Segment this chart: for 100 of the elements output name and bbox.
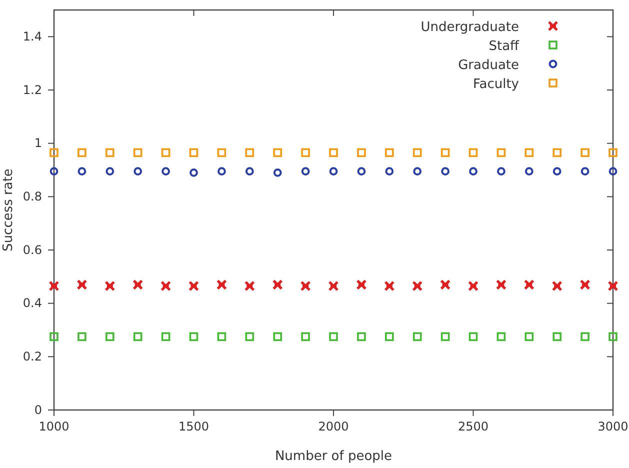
x-tick-label: 2500 [458,420,489,434]
point [218,167,226,176]
point [468,148,478,158]
point [50,332,58,342]
point [106,167,114,176]
point [161,332,170,342]
point [162,167,170,176]
y-tick-label: 0.4 [22,296,42,310]
point [217,148,226,158]
point [413,167,422,176]
y-tick-label: 0 [34,402,42,417]
point [104,280,116,292]
point [441,167,450,176]
point [244,280,255,292]
point [384,280,395,292]
point [468,332,478,342]
point [273,332,282,342]
point [357,332,366,342]
point [329,167,338,176]
point [468,280,479,292]
point [301,167,310,176]
point [329,148,338,158]
point [78,167,86,176]
x-tick-label: 1000 [38,420,70,434]
point [608,332,618,342]
point [217,332,226,342]
point [78,148,86,158]
y-tick-label: 0.2 [22,350,42,364]
x-tick-label: 2000 [318,420,349,434]
point [580,279,590,290]
point [412,148,422,158]
point [469,167,478,176]
point [133,332,142,342]
legend-label: Graduate [458,58,519,73]
point [133,148,142,158]
point [385,332,394,342]
point [552,167,562,176]
legend-label: Faculty [472,77,520,92]
point [385,167,394,176]
point [608,167,618,176]
point [552,280,562,292]
point [189,148,198,158]
point [134,167,142,176]
point [440,332,450,342]
point [385,148,394,158]
point [272,279,283,290]
point [160,280,172,292]
point [328,280,339,292]
point [524,167,534,176]
point [412,280,423,292]
point [106,148,114,158]
x-axis-title: Number of people [274,449,392,464]
point [216,279,227,290]
point [78,332,86,342]
point [580,148,590,158]
y-tick-label: 0.8 [22,190,42,204]
point [301,148,310,158]
y-tick-label: 1.2 [22,82,42,97]
point [76,279,88,290]
point [552,332,562,342]
legend-label: Undergraduate [420,20,519,35]
y-tick-label: 1.4 [22,30,42,44]
point [132,279,144,290]
point [440,148,450,158]
legend-label: Staff [488,39,520,54]
point [496,332,506,342]
point [50,148,58,158]
point [608,280,618,292]
point [273,148,282,158]
point [412,332,422,342]
y-axis-title: Success rate [1,168,16,252]
point [273,168,282,177]
x-tick-label: 1500 [178,420,210,434]
point [496,279,506,290]
point [245,148,254,158]
point [106,332,114,342]
point [301,332,310,342]
point [608,148,618,158]
point [357,167,366,176]
point [190,168,198,177]
point [524,279,534,290]
point [524,148,534,158]
point [497,167,506,176]
point [48,280,60,292]
point [357,148,366,158]
point [580,167,590,176]
point [300,280,311,292]
point [440,279,451,290]
point [580,332,590,342]
point [161,148,170,158]
point [245,167,254,176]
point [50,167,58,176]
point [496,148,506,158]
x-tick-label: 3000 [598,420,628,434]
y-tick-label: 0.6 [22,242,42,257]
point [189,332,198,342]
point [188,280,200,292]
point [356,279,367,290]
point [329,332,338,342]
point [245,332,254,342]
